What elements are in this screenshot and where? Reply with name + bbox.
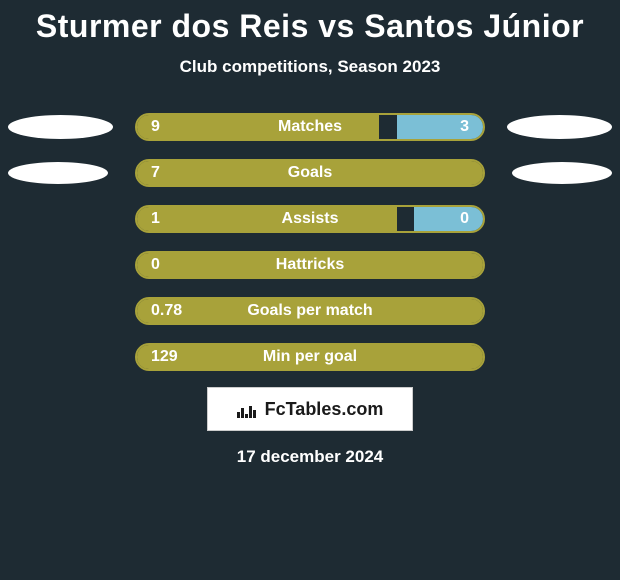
stat-value-left: 129 [151, 348, 178, 366]
stat-bar: 1 0 Assists [135, 205, 485, 233]
stat-value-left: 1 [151, 210, 160, 228]
stat-value-left: 9 [151, 118, 160, 136]
stat-label: Matches [278, 118, 342, 136]
player-right-marker [512, 162, 612, 184]
stat-bar: 9 3 Matches [135, 113, 485, 141]
stat-label: Hattricks [276, 256, 344, 274]
stat-bar: 129 Min per goal [135, 343, 485, 371]
stat-bar-left-fill [137, 207, 397, 231]
branding-box: FcTables.com [207, 387, 413, 431]
stat-value-left: 0 [151, 256, 160, 274]
player-right-marker [507, 115, 612, 139]
stat-row: 7 Goals [0, 159, 620, 187]
bar-chart-icon [237, 400, 259, 418]
stat-row: 9 3 Matches [0, 113, 620, 141]
stat-label: Min per goal [263, 348, 357, 366]
stat-bar-right-fill [414, 207, 483, 231]
stat-bar: 0 Hattricks [135, 251, 485, 279]
stat-label: Goals per match [247, 302, 372, 320]
stat-value-left: 0.78 [151, 302, 182, 320]
stat-bar-right-fill [397, 115, 484, 139]
stat-label: Goals [288, 164, 332, 182]
stat-row: 129 Min per goal [0, 343, 620, 371]
stat-row: 0 Hattricks [0, 251, 620, 279]
stat-row: 1 0 Assists [0, 205, 620, 233]
page-subtitle: Club competitions, Season 2023 [0, 57, 620, 77]
stats-container: 9 3 Matches 7 Goals 1 0 Assists 0 Hattricks 0.78 Go… [0, 113, 620, 371]
stat-value-right: 0 [460, 210, 469, 228]
footer-date: 17 december 2024 [0, 447, 620, 467]
stat-value-left: 7 [151, 164, 160, 182]
stat-label: Assists [282, 210, 339, 228]
stat-bar: 0.78 Goals per match [135, 297, 485, 325]
stat-row: 0.78 Goals per match [0, 297, 620, 325]
stat-bar: 7 Goals [135, 159, 485, 187]
player-left-marker [8, 115, 113, 139]
stat-bar-left-fill [137, 115, 379, 139]
branding-text: FcTables.com [265, 399, 384, 420]
stat-value-right: 3 [460, 118, 469, 136]
page-title: Sturmer dos Reis vs Santos Júnior [0, 0, 620, 45]
player-left-marker [8, 162, 108, 184]
